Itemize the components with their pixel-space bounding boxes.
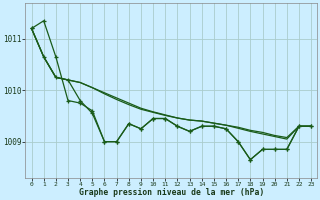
- X-axis label: Graphe pression niveau de la mer (hPa): Graphe pression niveau de la mer (hPa): [79, 188, 264, 197]
